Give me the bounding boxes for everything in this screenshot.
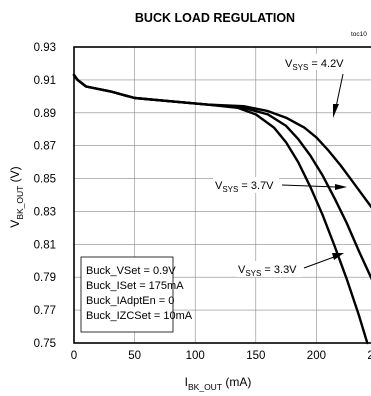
label-bg-3p7 (213, 177, 279, 193)
arrow-head-3p3 (332, 253, 344, 260)
y-tick-label-4: 0.83 (34, 206, 56, 218)
x-tick-label-0: 0 (71, 350, 77, 362)
curves-group (72, 73, 371, 345)
label-bg-3p3 (236, 261, 302, 277)
y-axis-label-main: V (8, 220, 22, 228)
series-line-2 (72, 73, 369, 345)
x-axis-label-unit: (mA) (222, 375, 251, 389)
arrow-head-3p7 (335, 184, 347, 190)
tick-labels: 0 50 100 150 200 250 0.75 0.77 0.79 0.81 0.83 0.85 0… (34, 42, 371, 362)
condition-izcset: Buck_IZCSet = 10mA (86, 310, 193, 322)
arrow-head-4p2 (333, 104, 339, 118)
y-tick-label-3: 0.81 (34, 239, 56, 251)
label-4p2-sub: SYS (292, 63, 308, 72)
y-axis-label: VBK_OUT (V) (8, 166, 25, 227)
arrow-line-3p7 (281, 184, 337, 188)
arrow-line-3p3 (303, 256, 335, 269)
label-3p7-value: = 3.7V (238, 180, 274, 192)
y-tick-label-9: 0.93 (34, 42, 56, 54)
x-tick-label-1: 50 (128, 350, 141, 362)
y-tick-label-6: 0.87 (34, 141, 56, 153)
y-tick-label-5: 0.85 (34, 174, 56, 186)
y-tick-label-0: 0.75 (34, 338, 56, 350)
label-4p2-value: = 4.2V (308, 58, 344, 70)
label-3p3-main: V (238, 264, 246, 276)
label-vsys-3p3: VSYS = 3.3V (238, 264, 297, 278)
y-axis-label-sub: BK_OUT (15, 186, 25, 220)
y-tick-label-8: 0.91 (34, 75, 56, 87)
label-bg-4p2 (283, 54, 349, 70)
series-annotations: VSYS = 4.2V VSYS = 3.7V VSYS = 3.3V (213, 54, 349, 278)
y-tick-label-1: 0.77 (34, 305, 56, 317)
x-tick-label-2: 100 (186, 350, 205, 362)
condition-iadpten: Buck_IAdptEn = 0 (86, 295, 174, 307)
x-tick-label-4: 200 (307, 350, 326, 362)
label-3p3-sub: SYS (245, 269, 261, 278)
x-axis-label-main: I (185, 375, 188, 389)
chart-id-tag: toc10 (351, 31, 367, 38)
label-3p7-sub: SYS (222, 185, 238, 194)
x-axis-label-sub: BK_OUT (188, 382, 222, 392)
plot-frame (73, 46, 371, 344)
x-tick-label-5: 250 (367, 350, 371, 362)
condition-vset: Buck_VSet = 0.9V (86, 265, 176, 277)
label-3p3-value: = 3.3V (261, 264, 297, 276)
y-tick-label-2: 0.79 (34, 272, 56, 284)
x-axis-label: IBK_OUT (mA) (185, 375, 252, 392)
y-tick-label-7: 0.89 (34, 108, 56, 120)
conditions-frame (80, 256, 174, 333)
y-axis-label-unit: (V) (8, 166, 22, 185)
label-3p7-main: V (215, 180, 223, 192)
label-4p2-main: V (285, 58, 293, 70)
chart-title: BUCK LOAD REGULATION (135, 11, 295, 25)
label-vsys-3p7: VSYS = 3.7V (215, 180, 274, 194)
arrow-line-4p2 (335, 73, 344, 108)
conditions-box: Buck_VSet = 0.9V Buck_ISet = 175mA Buck_… (80, 256, 193, 333)
condition-iset: Buck_ISet = 175mA (86, 280, 184, 292)
label-vsys-4p2: VSYS = 4.2V (285, 58, 344, 72)
x-tick-label-3: 150 (246, 350, 265, 362)
